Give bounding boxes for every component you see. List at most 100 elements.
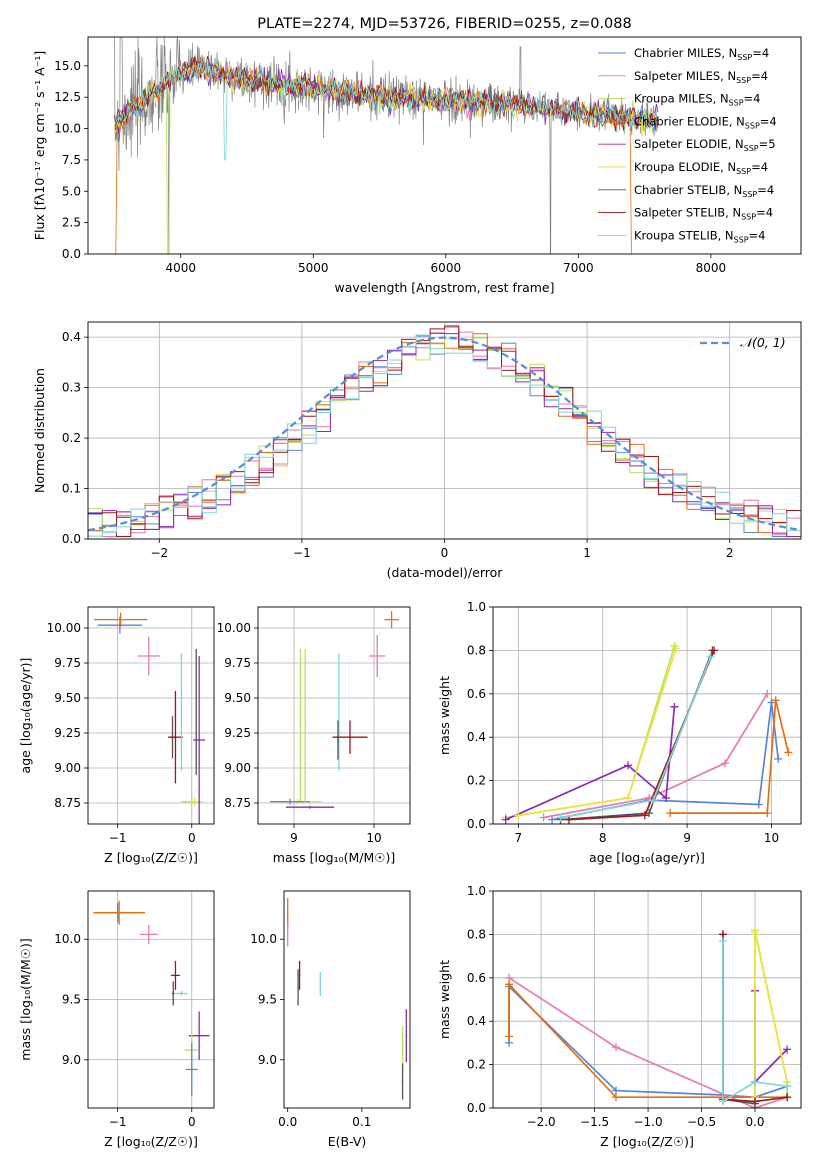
- weight-marker: [751, 928, 760, 937]
- data-point-salpeter-miles: [369, 635, 386, 677]
- weight-marker: [505, 980, 514, 989]
- data-point-salpeter-elodie: [405, 1009, 408, 1063]
- weight-line-chabrier-miles: [551, 702, 780, 821]
- normal-curve: [88, 336, 799, 532]
- x-axis-label: wavelength [Angstrom, rest frame]: [334, 280, 554, 295]
- data-point-chabrier-elodie: [93, 900, 146, 925]
- weight-line-kroupa-elodie: [518, 647, 677, 817]
- histogram-kroupa-miles: [88, 337, 801, 537]
- y-tick-label: 5.0: [62, 184, 81, 198]
- histogram-chabrier-elodie: [88, 333, 801, 537]
- data-point-chabrier-miles: [185, 1042, 198, 1096]
- x-tick-label: −1.5: [580, 1115, 609, 1129]
- x-tick-label: 0.0: [745, 1115, 764, 1129]
- plot-area-mass_vs_Z: [93, 900, 210, 1096]
- data-point-salpeter-elodie: [193, 656, 206, 824]
- data-point-salpeter-elodie: [286, 805, 334, 809]
- weight-line-chabrier-elodie: [670, 700, 790, 814]
- y-tick-label: 10.00: [47, 621, 81, 635]
- weight-marker: [754, 800, 763, 809]
- legend-label: Chabrier MILES, NSSP=4: [634, 46, 769, 62]
- weight-marker: [751, 1097, 760, 1106]
- plot-area-mass_vs_EBV: [286, 898, 408, 1100]
- y-tick-label: 0.8: [467, 927, 486, 941]
- y-axis-label: mass weight: [437, 960, 452, 1039]
- weight-marker: [710, 646, 719, 655]
- y-tick-label: 9.00: [54, 761, 81, 775]
- y-tick-label: 15.0: [54, 59, 81, 73]
- weight-marker: [771, 696, 780, 705]
- y-tick-label: 8.75: [54, 796, 81, 810]
- data-point-kroupa-stelib: [338, 653, 340, 771]
- data-point-salpeter-stelib: [168, 691, 183, 784]
- x-tick-label: 8000: [696, 261, 727, 275]
- x-tick-label: 1: [583, 546, 591, 560]
- y-tick-label: 0.2: [467, 774, 486, 788]
- weight-marker: [783, 1093, 792, 1102]
- data-point-salpeter-stelib: [171, 960, 180, 990]
- weight-marker: [672, 644, 681, 653]
- weight-marker: [649, 796, 658, 805]
- weight-line-salpeter-stelib: [568, 650, 715, 821]
- weight-line-kroupa-stelib: [722, 940, 788, 1104]
- y-tick-label: 9.5: [62, 993, 81, 1007]
- y-tick-label: 9.5: [258, 993, 277, 1007]
- plot-area-weight_vs_age: [501, 642, 793, 824]
- model-line-kroupa-miles: [114, 54, 659, 254]
- y-tick-label: 9.0: [62, 1053, 81, 1067]
- x-tick-label: 0.1: [352, 1115, 371, 1129]
- y-tick-label: 0.2: [62, 431, 81, 445]
- data-point-salpeter-stelib: [298, 960, 301, 990]
- weight-marker: [721, 759, 730, 768]
- data-point-kroupa-stelib: [180, 653, 183, 771]
- data-point-kroupa-miles: [299, 649, 302, 803]
- frame-spectrum: [87, 36, 802, 255]
- weight-marker: [661, 793, 670, 802]
- data-point-chabrier-stelib: [337, 720, 339, 760]
- legend-label: Chabrier ELODIE, NSSP=4: [634, 114, 777, 130]
- x-axis-label: age [log₁₀(age/yr)]: [589, 850, 705, 865]
- y-tick-label: 10.0: [54, 932, 81, 946]
- axes-age_vs_mass: 9 10 8.75 9.00 9.25 9.50 9.75 10.00 mass [log₁₀(…: [217, 607, 410, 865]
- frame-age_vs_mass: [257, 606, 411, 825]
- y-tick-label: 0.6: [467, 687, 486, 701]
- legend-label: Salpeter MILES, NSSP=4: [634, 69, 768, 85]
- axes-mass_vs_EBV: 0.0 0.1 9.0 9.5 10.0 E(B-V): [250, 932, 371, 1149]
- x-tick-label: 6000: [431, 261, 462, 275]
- weight-line-chabrier-stelib: [560, 650, 714, 821]
- weight-marker: [718, 936, 727, 945]
- weight-marker: [640, 811, 649, 820]
- weight-marker: [763, 689, 772, 698]
- x-tick-label: 0: [441, 546, 449, 560]
- y-tick-label: 9.25: [54, 726, 81, 740]
- y-tick-label: 0.0: [467, 817, 486, 831]
- chart-title: PLATE=2274, MJD=53726, FIBERID=0255, z=0…: [257, 16, 631, 32]
- x-tick-label: −1: [293, 546, 311, 560]
- weight-marker: [784, 748, 793, 757]
- weight-marker: [751, 1077, 760, 1086]
- y-tick-label: 9.75: [224, 656, 251, 670]
- weight-line-salpeter-miles: [543, 693, 768, 819]
- plot-area-spectrum: [114, 37, 659, 254]
- axes-weight_vs_age: 7 8 9 10 0.0 0.2 0.4 0.6 0.8 1.0 age [log₁₀(age/yr…: [437, 600, 801, 865]
- frame-weight_vs_age: [492, 606, 802, 825]
- frame-mass_vs_Z: [87, 890, 215, 1109]
- data-point-chabrier-miles: [270, 798, 310, 805]
- legend-label: Kroupa MILES, NSSP=4: [634, 92, 760, 108]
- data-point-salpeter-miles: [137, 636, 160, 676]
- x-tick-label: −2: [150, 546, 168, 560]
- x-tick-label: 10: [366, 831, 381, 845]
- data-point-salpeter-miles: [286, 922, 289, 947]
- x-axis-label: (data-model)/error: [387, 565, 504, 580]
- weight-marker: [539, 813, 548, 822]
- weight-marker: [556, 813, 565, 822]
- x-tick-label: 7000: [563, 261, 594, 275]
- model-line-chabrier-elodie: [114, 54, 658, 254]
- x-tick-label: 0.0: [278, 1115, 297, 1129]
- legend: Chabrier MILES, NSSP=4 Salpeter MILES, NS…: [598, 46, 777, 244]
- y-tick-label: 0.1: [62, 482, 81, 496]
- weight-line-kroupa-elodie: [754, 932, 788, 1098]
- x-axis-label: Z [log₁₀(Z/Z☉)]: [104, 850, 198, 865]
- y-tick-label: 1.0: [467, 884, 486, 898]
